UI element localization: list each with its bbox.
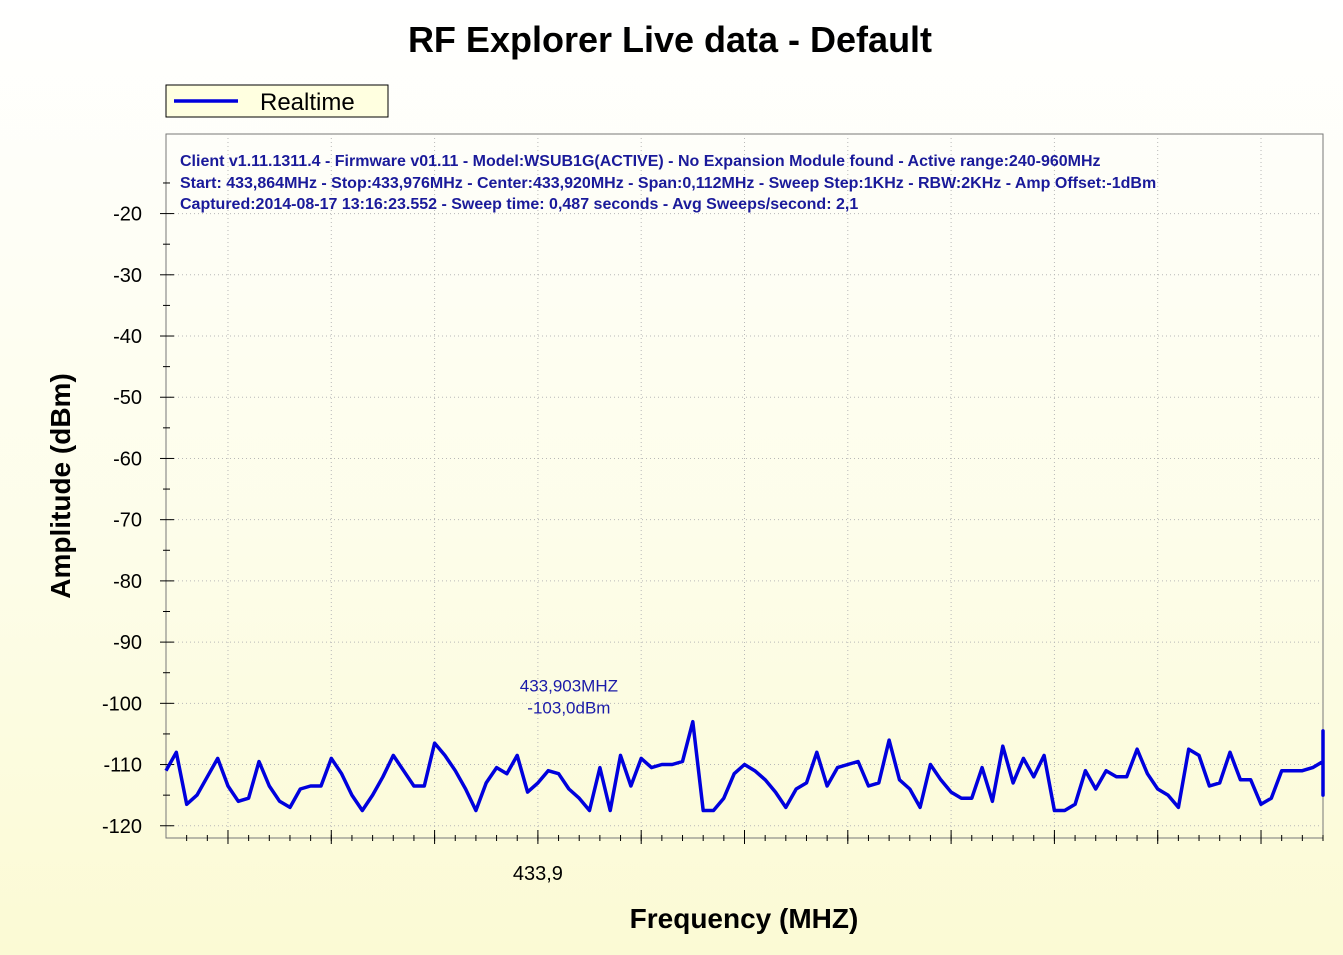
info-line-sweep-params: Start: 433,864MHz - Stop:433,976MHz - Ce… (180, 175, 1156, 192)
peak-marker: 433,903MHZ -103,0dBm (520, 677, 618, 718)
series-line-realtime (164, 719, 1325, 813)
y-tick-label: -70 (113, 510, 142, 532)
info-line-captured: Captured:2014-08-17 13:16:23.552 - Sweep… (180, 196, 858, 213)
y-tick-label: -20 (113, 204, 142, 226)
y-tick-label: -30 (113, 265, 142, 287)
x-axis-title: Frequency (MHZ) (630, 903, 859, 934)
peak-frequency-label: 433,903MHZ (520, 677, 618, 696)
legend: Realtime (165, 84, 389, 118)
y-tick-label: -40 (113, 326, 142, 348)
y-axis: -20 -30 -40 -50 -60 -70 -80 -90 -100 -110 -120 (102, 182, 174, 838)
y-tick-label: -50 (113, 387, 142, 409)
peak-amplitude-label: -103,0dBm (527, 699, 610, 718)
legend-label-realtime: Realtime (260, 89, 355, 116)
x-axis: 433,9 (186, 830, 1324, 885)
y-tick-label: -110 (103, 755, 142, 777)
y-axis-title: Amplitude (dBm) (45, 373, 76, 599)
grid (166, 134, 1323, 838)
y-tick-label: -120 (102, 816, 142, 838)
y-tick-label: -90 (113, 632, 142, 654)
y-tick-label: -60 (113, 448, 142, 470)
info-block: Client v1.11.1311.4 - Firmware v01.11 - … (180, 153, 1156, 213)
y-tick-label: -80 (113, 571, 142, 593)
chart-title: RF Explorer Live data - Default (408, 19, 932, 60)
info-line-client: Client v1.11.1311.4 - Firmware v01.11 - … (180, 153, 1101, 170)
x-tick-label: 433,9 (513, 863, 563, 885)
y-tick-label: -100 (102, 693, 142, 715)
